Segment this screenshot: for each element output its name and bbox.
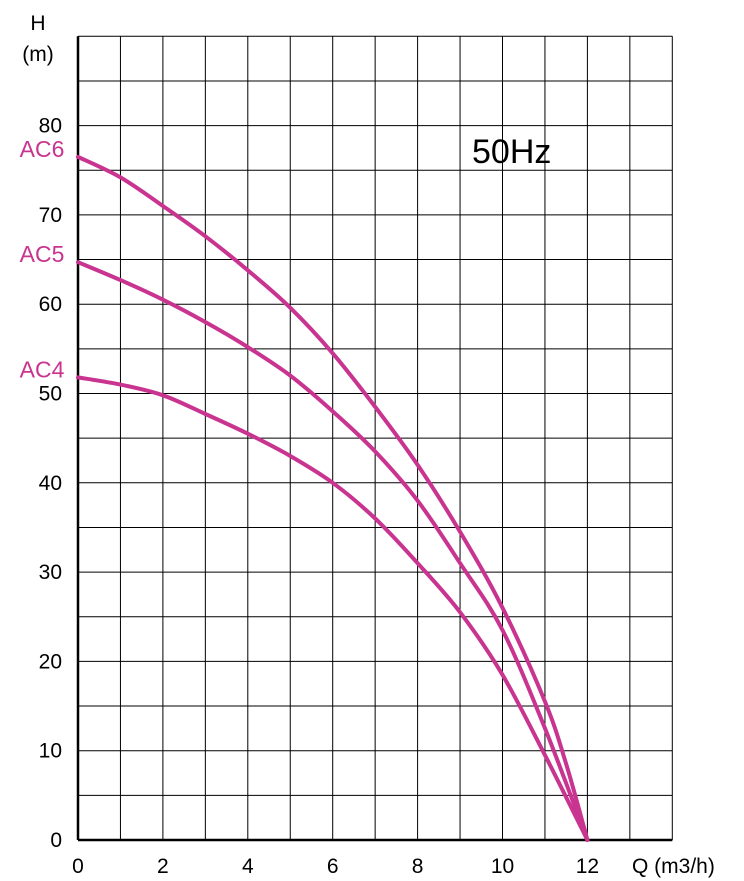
y-tick-label: 80 xyxy=(39,115,62,138)
series-line-ac6 xyxy=(76,154,590,842)
y-tick-label: 40 xyxy=(39,472,62,495)
y-tick-label: 20 xyxy=(39,650,62,673)
series-lines xyxy=(76,154,590,842)
y-tick-label: 0 xyxy=(50,829,62,852)
y-axis-title-unit: (m) xyxy=(22,43,53,66)
y-axis-tick-labels: 0 10 20 30 40 50 60 70 80 xyxy=(39,115,62,852)
x-tick-label: 8 xyxy=(412,855,424,878)
y-tick-label: 10 xyxy=(39,740,62,763)
series-labels: AC6 AC5 AC4 xyxy=(20,136,65,383)
x-tick-label: 6 xyxy=(327,855,339,878)
y-axis-title-h: H xyxy=(30,12,45,35)
grid xyxy=(76,35,673,842)
series-label-ac4: AC4 xyxy=(20,356,65,382)
frequency-annotation: 50Hz xyxy=(472,133,551,171)
x-tick-label: 12 xyxy=(576,855,599,878)
y-tick-label: 70 xyxy=(39,204,62,227)
series-label-ac5: AC5 xyxy=(20,241,65,267)
x-tick-label: 2 xyxy=(157,855,169,878)
x-axis-tick-labels: 0 2 4 6 8 10 12 xyxy=(72,855,599,878)
x-tick-label: 0 xyxy=(72,855,84,878)
series-label-ac6: AC6 xyxy=(20,136,65,162)
series-line-ac5 xyxy=(76,260,590,842)
y-tick-label: 60 xyxy=(39,293,62,316)
x-axis-title: Q (m3/h) xyxy=(632,855,715,878)
y-tick-label: 30 xyxy=(39,561,62,584)
x-tick-label: 4 xyxy=(242,855,254,878)
y-tick-label: 50 xyxy=(39,383,62,406)
series-line-ac4 xyxy=(76,375,590,842)
x-tick-label: 10 xyxy=(491,855,514,878)
